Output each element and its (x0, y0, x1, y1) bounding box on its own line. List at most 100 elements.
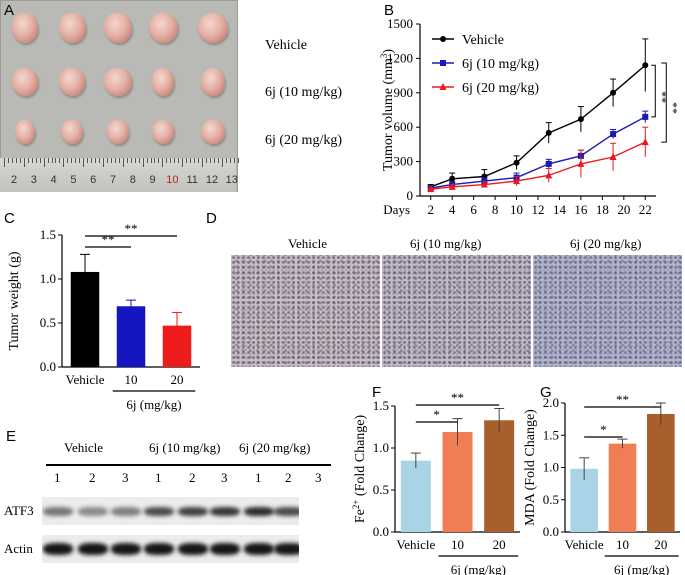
ruler-tick (142, 158, 144, 167)
panel-label-a: A (4, 2, 15, 19)
ruler-tick (19, 158, 21, 163)
blot-row-label: Actin (4, 541, 33, 556)
category-label: Vehicle (396, 537, 435, 552)
ruler-tick (35, 158, 37, 163)
ruler-tick (39, 158, 41, 163)
y-tick-label: 300 (394, 154, 414, 169)
data-point (545, 171, 553, 179)
ruler-tick (11, 158, 13, 163)
y-tick-label: 1.5 (373, 398, 389, 413)
x-tick-label: 4 (449, 202, 456, 217)
x-tick-label: 8 (492, 202, 499, 217)
y-tick-label: 2.0 (543, 395, 559, 410)
ruler-number: 13 (225, 174, 238, 186)
data-point (609, 153, 617, 161)
data-point (577, 116, 584, 123)
ruler-tick (217, 158, 219, 163)
tumor-sample (148, 13, 178, 43)
ihc-image-10mg (382, 255, 531, 367)
ruler-tick (150, 158, 152, 163)
y-tick-label: 1.0 (543, 460, 559, 475)
category-label: 20 (654, 537, 667, 552)
significance-marker: ** (102, 232, 115, 247)
x-tick-label: 10 (510, 202, 523, 217)
significance-marker: ** (451, 390, 464, 405)
ruler-tick (198, 158, 200, 163)
y-axis-label: MDA (Fold Change) (523, 409, 538, 526)
row-label-20mg: 6j (20 mg/kg) (265, 133, 342, 148)
category-label: 10 (451, 537, 464, 552)
ruler-tick (55, 158, 57, 163)
ruler-tick (4, 158, 5, 167)
blot-band (111, 543, 141, 555)
ruler-tick (7, 158, 9, 163)
ruler-tick (182, 158, 184, 167)
ruler-tick (99, 158, 101, 163)
tumor-sample (12, 68, 38, 96)
y-tick-label: 0.5 (543, 492, 559, 507)
ruler-tick (83, 158, 85, 167)
data-point (513, 177, 521, 185)
ruler-number: 8 (129, 174, 136, 186)
ruler-tick (170, 158, 172, 163)
category-label: 10 (125, 372, 138, 387)
blot-band (144, 506, 174, 516)
blot-band (43, 506, 73, 516)
category-label: 20 (493, 537, 506, 552)
x-tick-label: 18 (596, 202, 609, 217)
blot-band (244, 543, 274, 555)
ruler-tick (75, 158, 77, 163)
data-point (642, 62, 649, 69)
tumor-sample (201, 119, 225, 145)
y-tick-label: 1500 (387, 16, 413, 31)
ruler-number: 5 (70, 174, 77, 186)
bar (116, 306, 146, 367)
blot-lane-label: 2 (189, 470, 196, 485)
blot-band (178, 543, 208, 555)
data-point (641, 138, 649, 146)
ruler-tick (67, 158, 69, 163)
x-tick-label: 14 (553, 202, 567, 217)
ruler-tick (91, 158, 93, 163)
data-point (610, 131, 617, 138)
tumor-sample (107, 119, 129, 145)
ruler-tick (59, 158, 61, 163)
blot-lane-label: 1 (155, 470, 162, 485)
data-point (545, 160, 552, 167)
ihc-label-10mg: 6j (10 mg/kg) (410, 236, 482, 251)
bar (647, 413, 675, 532)
y-tick-label: 0.0 (373, 524, 389, 539)
tumor-sample (12, 13, 38, 43)
ruler-tick (178, 158, 180, 163)
ruler-tick (130, 158, 132, 163)
legend-label: 6j (10 mg/kg) (462, 57, 539, 72)
data-point (642, 113, 649, 120)
ruler-tick (106, 158, 108, 163)
panel-label-g: G (540, 384, 552, 401)
ruler-tick (87, 158, 89, 163)
ruler-tick (15, 158, 17, 163)
blot-band (274, 506, 299, 516)
y-tick-label: 1200 (387, 50, 413, 65)
blot-group-underline (46, 464, 144, 466)
data-point (449, 175, 456, 182)
ruler-tick (162, 158, 164, 167)
ruler-tick (158, 158, 160, 163)
ruler-number: 3 (30, 174, 37, 186)
panel-label-e: E (6, 428, 17, 445)
data-point (480, 180, 488, 188)
tumor-sample (61, 119, 83, 145)
tumor-weight-chart: 0.0 0.5 1.0 1.5 Vehicle 10 20 6j (mg/kg) ** ** Tum… (7, 221, 200, 412)
tumor-sample (14, 119, 36, 145)
data-point (448, 182, 456, 190)
blot-group-underline (221, 464, 331, 466)
y-tick-label: 1.0 (373, 440, 389, 455)
panel-label-b: B (384, 2, 395, 19)
ihc-image-vehicle (231, 255, 380, 367)
x-tick-label: 12 (532, 202, 545, 217)
ruler-tick (63, 158, 65, 167)
blot-group-label: 6j (10 mg/kg) (149, 440, 221, 455)
significance-marker: ** (666, 102, 680, 114)
group-label: 6j (mg/kg) (614, 562, 669, 575)
